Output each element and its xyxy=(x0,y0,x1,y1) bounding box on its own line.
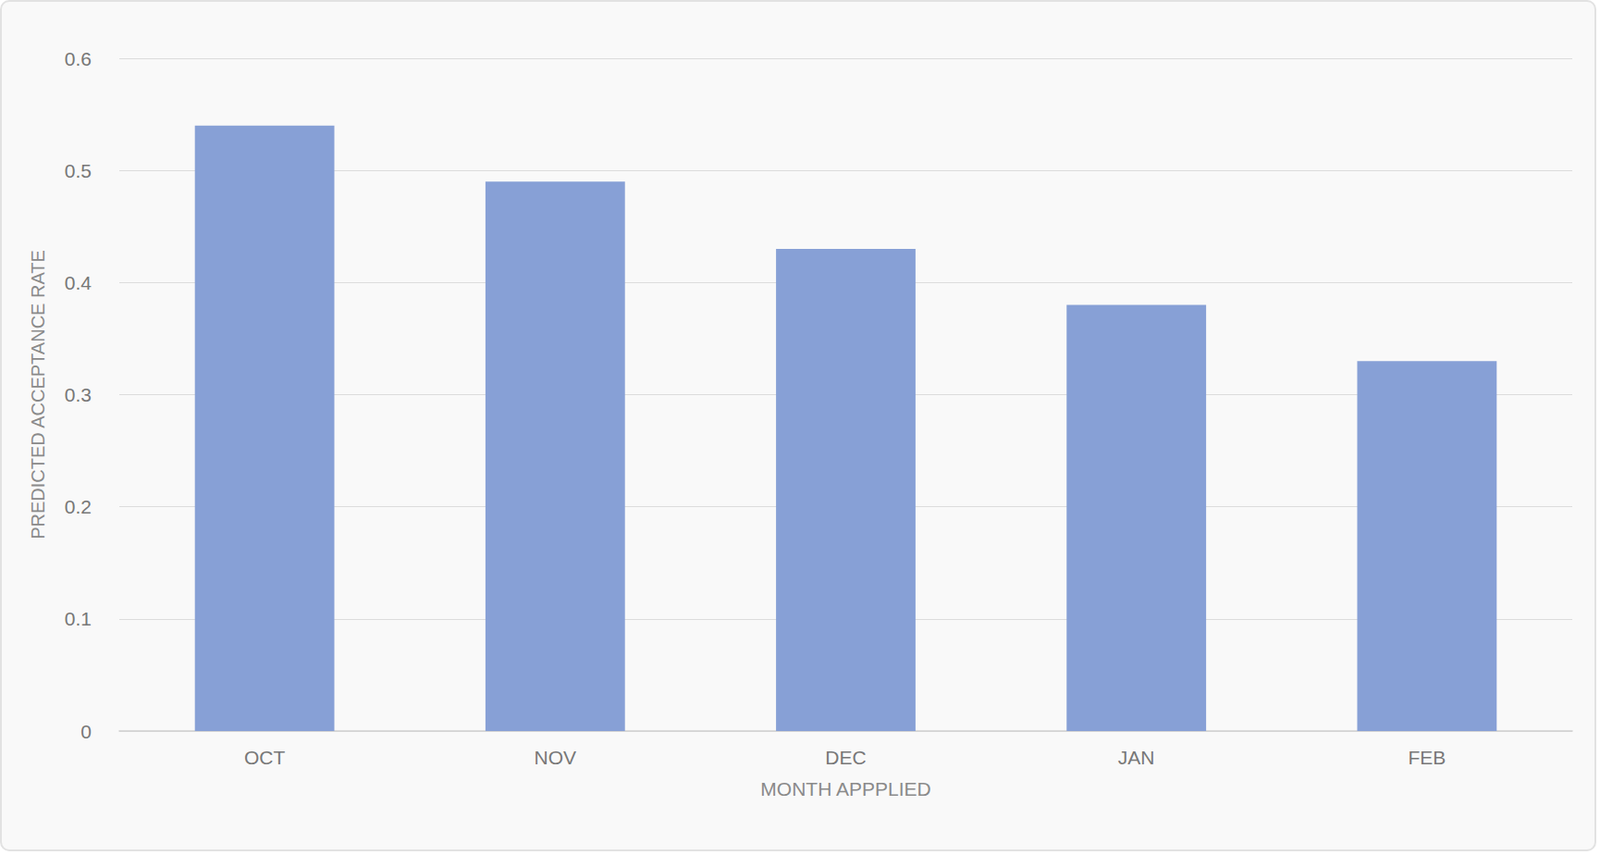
svg-text:0.2: 0.2 xyxy=(64,495,92,517)
svg-text:0.1: 0.1 xyxy=(64,607,92,629)
svg-text:0: 0 xyxy=(80,720,92,742)
svg-text:NOV: NOV xyxy=(534,746,578,768)
svg-text:0.4: 0.4 xyxy=(64,271,93,294)
svg-text:JAN: JAN xyxy=(1118,746,1156,768)
svg-text:PREDICTED ACCEPTANCE RATE: PREDICTED ACCEPTANCE RATE xyxy=(27,249,49,540)
svg-text:DEC: DEC xyxy=(824,746,866,768)
svg-text:OCT: OCT xyxy=(244,746,286,768)
svg-text:0.6: 0.6 xyxy=(64,48,92,70)
svg-text:MONTH APPPLIED: MONTH APPPLIED xyxy=(760,777,931,800)
svg-text:FEB: FEB xyxy=(1407,746,1446,768)
svg-text:0.5: 0.5 xyxy=(64,160,92,182)
svg-text:0.3: 0.3 xyxy=(64,383,92,406)
